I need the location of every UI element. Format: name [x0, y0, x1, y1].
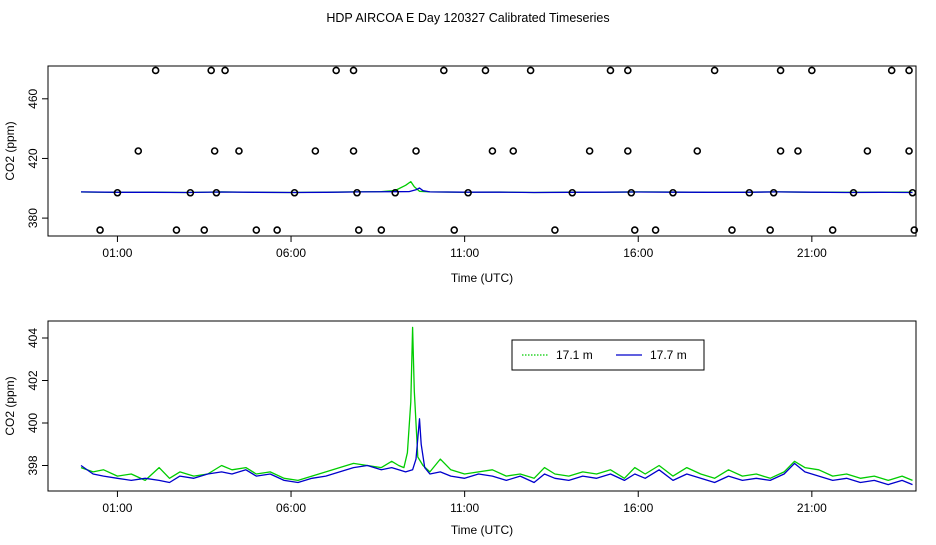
- scatter-point: [745, 188, 754, 197]
- scatter-point: [440, 66, 448, 75]
- scatter-point: [349, 66, 358, 75]
- scatter-point: [624, 147, 632, 155]
- scatter-point: [693, 147, 702, 155]
- series-line-1: [80, 326, 913, 482]
- bottom-plot: 01:00 06:00 11:00 16:00 21:00 398 400 402 404 Tim…: [3, 320, 917, 537]
- scatter-point: [651, 226, 660, 234]
- scatter-point: [290, 188, 299, 197]
- scatter-point: [377, 226, 386, 234]
- scatter-point: [766, 226, 774, 234]
- plot-frame: [47, 65, 917, 237]
- scatter-point: [151, 66, 160, 75]
- y-tick-label: 398: [26, 455, 40, 475]
- x-tick-label: 06:00: [276, 501, 306, 515]
- scatter-point: [551, 226, 559, 234]
- y-tick-label: 400: [26, 413, 40, 433]
- y-tick-label: 460: [26, 88, 40, 108]
- x-axis-label: Time (UTC): [451, 523, 513, 537]
- scatter-point: [849, 188, 858, 197]
- y-axis-label: CO2 (ppm): [3, 121, 17, 180]
- scatter-point: [526, 66, 535, 75]
- scatter-point: [905, 147, 913, 155]
- scatter-point: [585, 147, 594, 155]
- x-tick-label: 11:00: [450, 246, 479, 260]
- scatter-point: [349, 147, 358, 155]
- scatter-point: [353, 188, 361, 197]
- top-plot: 01:00 06:00 11:00 16:00 21:00 380 420 460 Time (…: [3, 65, 919, 285]
- legend-label: 17.7 m: [650, 348, 687, 362]
- scatter-point: [311, 147, 320, 155]
- scatter-point: [113, 188, 122, 197]
- scatter-point: [624, 66, 632, 75]
- scatter-point: [627, 188, 636, 197]
- scatter-point: [488, 147, 497, 155]
- x-axis-label: Time (UTC): [451, 271, 513, 285]
- x-tick-label: 06:00: [276, 246, 306, 260]
- scatter-point: [96, 226, 104, 234]
- y-tick-label: 402: [26, 370, 40, 390]
- scatter-point: [212, 188, 221, 197]
- scatter-point: [887, 66, 896, 75]
- scatter-point: [828, 226, 837, 234]
- scatter-point: [905, 66, 913, 75]
- scatter-point: [630, 226, 639, 234]
- x-tick-label: 21:00: [797, 501, 827, 515]
- scatter-point: [210, 147, 219, 155]
- x-tick-label: 01:00: [102, 246, 132, 260]
- scatter-point: [910, 226, 919, 234]
- series-line-2: [80, 418, 913, 486]
- page-title: HDP AIRCOA E Day 120327 Calibrated Times…: [326, 11, 609, 25]
- scatter-point: [509, 147, 518, 155]
- scatter-point: [908, 188, 917, 197]
- scatter-point: [200, 226, 209, 234]
- x-tick-label: 01:00: [102, 501, 132, 515]
- scatter-point: [172, 226, 181, 234]
- x-tick-label: 16:00: [623, 246, 653, 260]
- scatter-point: [863, 147, 872, 155]
- y-axis-label: CO2 (ppm): [3, 376, 17, 435]
- scatter-point: [794, 147, 802, 155]
- x-tick-label: 16:00: [623, 501, 653, 515]
- y-tick-label: 380: [26, 208, 40, 228]
- scatter-point: [710, 66, 719, 75]
- scatter-point: [568, 188, 577, 197]
- legend-label: 17.1 m: [556, 348, 593, 362]
- scatter-point: [481, 66, 490, 75]
- scatter-point: [391, 188, 400, 197]
- scatter-point: [776, 147, 785, 155]
- scatter-point: [450, 226, 459, 234]
- y-tick-label: 404: [26, 328, 40, 348]
- y-tick-label: 420: [26, 148, 40, 168]
- plot-frame: [47, 320, 917, 492]
- scatter-point: [354, 226, 363, 234]
- scatter-point: [252, 226, 261, 234]
- x-tick-label: 11:00: [450, 501, 479, 515]
- scatter-point: [332, 66, 340, 75]
- scatter-point: [412, 147, 420, 155]
- scatter-point: [464, 188, 472, 197]
- scatter-point: [273, 226, 281, 234]
- scatter-point: [186, 188, 195, 197]
- scatter-point: [235, 147, 243, 155]
- series-line-2: [80, 187, 913, 194]
- scatter-point: [808, 66, 816, 75]
- scatter-point: [606, 66, 615, 75]
- scatter-point: [728, 226, 736, 234]
- scatter-point: [769, 188, 778, 197]
- scatter-point: [669, 188, 677, 197]
- scatter-point: [776, 66, 785, 75]
- scatter-point: [134, 147, 143, 155]
- scatter-point: [221, 66, 229, 75]
- scatter-point: [207, 66, 215, 75]
- x-tick-label: 21:00: [797, 246, 827, 260]
